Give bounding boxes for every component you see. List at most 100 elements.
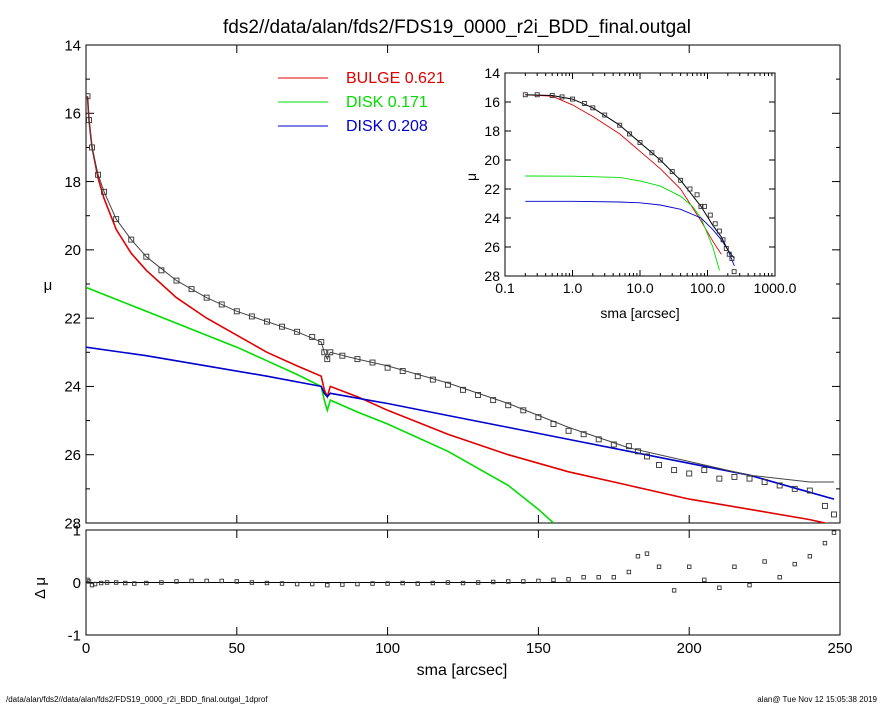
series-line-model-total <box>525 94 735 259</box>
data-point <box>522 92 528 98</box>
series-line-bulge <box>86 96 829 523</box>
data-point <box>687 564 692 569</box>
data-point <box>617 122 623 128</box>
data-point <box>644 551 650 556</box>
data-point <box>729 256 735 262</box>
data-point <box>570 96 575 102</box>
data-point <box>649 150 655 156</box>
data-point <box>580 431 587 438</box>
data-point <box>559 94 565 100</box>
data-point <box>475 392 482 398</box>
data-point <box>89 144 95 151</box>
data-point <box>98 580 104 586</box>
data-point <box>415 581 420 586</box>
x-tick-label: 0 <box>82 640 90 657</box>
data-point <box>490 397 497 404</box>
data-point <box>807 554 813 559</box>
y-tick-label: 16 <box>484 94 500 110</box>
data-point <box>294 328 301 335</box>
y-tick-label: 14 <box>64 37 81 54</box>
data-point <box>694 192 700 198</box>
data-point <box>669 169 675 175</box>
data-point <box>702 577 707 583</box>
data-point <box>656 564 662 569</box>
data-point <box>590 105 596 111</box>
data-point <box>113 580 119 585</box>
data-point <box>369 359 376 366</box>
data-point <box>144 580 149 586</box>
data-point <box>505 402 512 409</box>
y-tick-label: 18 <box>484 123 500 139</box>
data-point <box>370 581 375 586</box>
data-point <box>821 502 828 509</box>
data-point <box>762 559 767 564</box>
data-point <box>717 585 722 590</box>
data-point <box>113 216 120 223</box>
footer-timestamp: alan@ Tue Nov 12 15:05:38 2019 <box>757 695 877 704</box>
data-point <box>671 588 677 593</box>
data-point <box>318 339 325 345</box>
data-point <box>701 467 708 474</box>
legend-entry: DISK 0.171 <box>346 94 428 111</box>
data-point <box>339 352 346 359</box>
inset-background <box>505 73 775 276</box>
data-point <box>414 373 421 380</box>
data-point <box>731 269 737 275</box>
data-point <box>565 427 572 434</box>
x-tick-label: 10.0 <box>626 280 653 296</box>
data-point <box>460 580 466 586</box>
x-tick-label: 250 <box>827 640 852 657</box>
data-point <box>707 212 713 218</box>
series-line-disk-2 <box>525 200 735 267</box>
footer-file-path: /data/alan/fds2//data/alan/fds2/FDS19_00… <box>6 695 268 704</box>
series-layer <box>86 93 837 523</box>
data-point <box>521 579 526 584</box>
data-point <box>716 228 722 234</box>
data-point <box>159 580 164 585</box>
data-point <box>777 575 782 580</box>
data-point <box>626 569 632 575</box>
data-point <box>264 580 270 586</box>
data-point <box>294 581 300 587</box>
data-point <box>445 580 451 585</box>
data-point <box>174 579 179 584</box>
data-point <box>189 578 194 584</box>
data-point <box>143 253 150 260</box>
data-point <box>656 462 662 468</box>
data-point <box>86 579 92 584</box>
data-point <box>761 479 768 485</box>
y-tick-label: 1 <box>73 522 81 539</box>
data-point <box>264 318 270 325</box>
y-tick-label: 18 <box>64 174 81 191</box>
legend: BULGE 0.621 DISK 0.171 DISK 0.208 <box>278 70 445 135</box>
data-point <box>551 577 556 583</box>
x-axis-label: sma [arcsec] <box>417 662 508 679</box>
data-point <box>248 313 255 320</box>
data-point <box>712 221 718 227</box>
data-point <box>723 245 729 251</box>
x-tick-label: 50 <box>228 640 245 657</box>
y-axis-label: Δ μ <box>32 577 49 599</box>
x-tick-label: 150 <box>526 640 551 657</box>
data-point <box>324 356 331 363</box>
data-point <box>535 414 542 421</box>
data-point <box>746 475 753 482</box>
data-point <box>671 467 678 474</box>
data-point <box>732 564 737 569</box>
data-point <box>444 381 451 388</box>
series-line-disk-1 <box>525 175 720 271</box>
data-point <box>701 203 707 209</box>
data-point <box>460 386 466 393</box>
data-point <box>430 580 436 586</box>
data-point <box>400 580 405 586</box>
x-tick-label: 100 <box>375 640 400 657</box>
data-point <box>188 286 195 293</box>
x-tick-label: 200 <box>677 640 702 657</box>
data-point <box>385 581 390 586</box>
y-tick-label: 20 <box>64 242 81 259</box>
data-point <box>720 237 726 243</box>
data-point <box>657 157 663 163</box>
data-point <box>520 407 527 414</box>
data-point <box>123 580 128 586</box>
data-point <box>219 578 224 584</box>
